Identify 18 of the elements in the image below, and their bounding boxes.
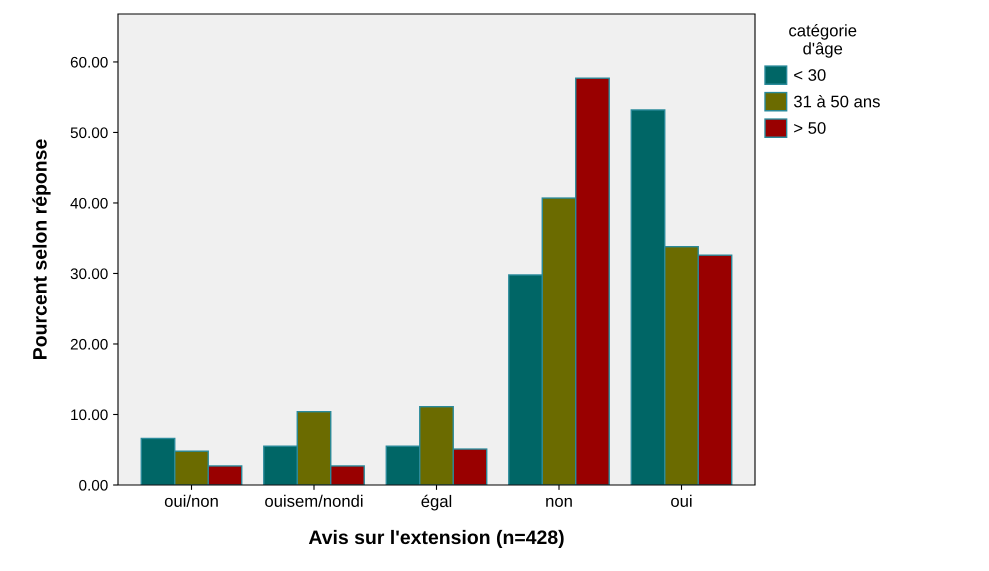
y-tick-label: 30.00 [70,268,108,280]
y-tick-label: 10.00 [71,409,108,420]
y-tick-label: 0.00 [79,480,108,491]
y-tick-label: 20.00 [70,338,108,350]
x-tick-label: oui [671,494,692,507]
y-tick-label: 40.00 [70,198,108,209]
x-axis-title: Avis sur l'extension (n=428) [308,530,564,548]
x-tick-label: ouisem/nondi [265,494,362,507]
legend-label: > 50 [794,122,826,134]
y-tick-label: 50.00 [70,127,108,138]
x-tick-label: oui/non [164,494,218,507]
x-tick-label: égal [421,494,452,510]
legend-label: 31 à 50 ans [794,94,880,108]
y-tick-label: 60.00 [70,56,108,68]
x-tick-label: non [546,498,572,507]
legend-label: < 30 [794,69,826,81]
legend-title: catégorie d'âge [789,24,856,58]
y-axis-title: Pourcent selon réponse [32,139,51,359]
